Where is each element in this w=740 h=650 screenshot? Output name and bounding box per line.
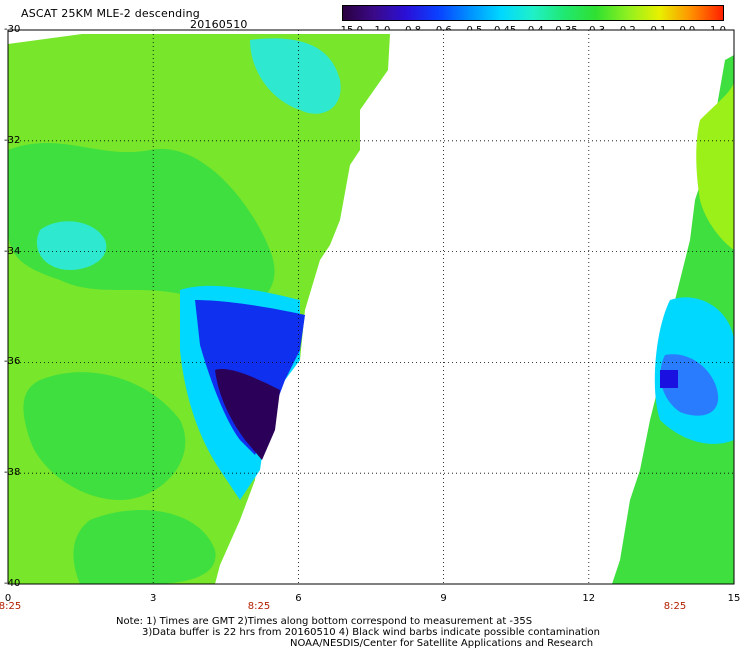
plot-frame bbox=[7, 29, 735, 585]
longitude-label: 0 bbox=[4, 593, 12, 604]
cyan-patch bbox=[36, 221, 107, 270]
latitude-label: -40 bbox=[4, 578, 21, 589]
longitude-label: 15 bbox=[727, 593, 740, 604]
note-line-2: 3)Data buffer is 22 hrs from 20160510 4)… bbox=[142, 627, 600, 638]
time-label: 8:25 bbox=[247, 601, 271, 612]
longitude-label: 12 bbox=[582, 593, 596, 604]
left-swath bbox=[8, 34, 390, 584]
latitude-label: -38 bbox=[4, 467, 21, 479]
colorbar bbox=[342, 5, 724, 21]
green-patch bbox=[73, 510, 216, 584]
green-patch bbox=[23, 372, 186, 500]
latitude-label: -30 bbox=[4, 24, 21, 35]
note-line-3: NOAA/NESDIS/Center for Satellite Applica… bbox=[290, 638, 594, 649]
note-line-1: Note: 1) Times are GMT 2)Times along bot… bbox=[116, 616, 533, 627]
lime-patch bbox=[696, 80, 734, 250]
cyan-patch bbox=[250, 38, 341, 114]
product-date: 20160510 bbox=[190, 18, 248, 31]
time-label: 8:25 bbox=[0, 601, 22, 612]
product-title: ASCAT 25KM MLE-2 descending bbox=[21, 7, 200, 20]
longitude-label: 9 bbox=[440, 593, 447, 604]
blue-patch bbox=[660, 354, 719, 416]
time-label: 8:25 bbox=[663, 601, 687, 612]
latitude-label: -32 bbox=[4, 134, 21, 146]
right-swath bbox=[612, 55, 734, 584]
gridlines bbox=[8, 30, 734, 584]
latitude-label: -36 bbox=[4, 356, 21, 368]
longitude-label: 6 bbox=[295, 593, 302, 604]
blue-cell bbox=[660, 370, 678, 388]
longitude-label: 3 bbox=[150, 593, 157, 604]
dark-patch bbox=[215, 369, 280, 460]
latitude-label: -34 bbox=[4, 245, 21, 257]
